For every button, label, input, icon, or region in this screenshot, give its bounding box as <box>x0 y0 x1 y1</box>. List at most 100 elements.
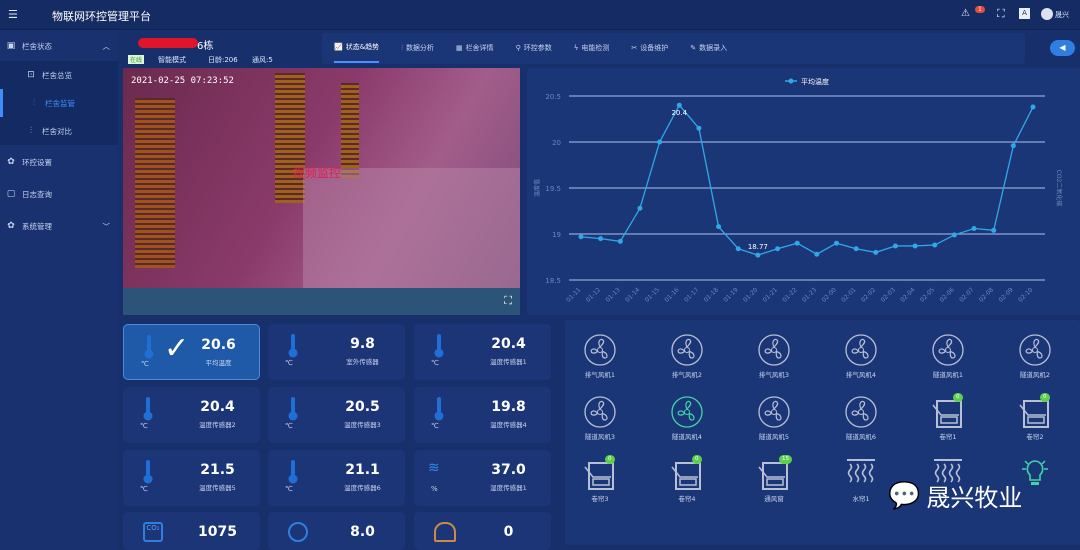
device-fan[interactable]: 隧道风机1 <box>908 333 988 379</box>
top-bar: ☰ 物联网环控管理平台 ⚠ 1 ⛶ A 晟兴 <box>0 0 1080 30</box>
data-point <box>932 242 938 248</box>
device-fan[interactable]: 隧道风机6 <box>821 395 901 441</box>
tab-2[interactable]: ▦ 栏舍详情 <box>456 33 494 63</box>
device-fan[interactable]: 排气风机3 <box>734 333 814 379</box>
sensor-card[interactable]: 0 <box>414 512 551 550</box>
device-badge: 0 <box>953 393 963 402</box>
fan-icon <box>670 333 704 367</box>
font-size-icon[interactable]: A <box>1019 8 1030 19</box>
tab-1[interactable]: ⫶ 数据分析 <box>401 33 434 63</box>
tab-label: 环控参数 <box>523 44 552 52</box>
fullscreen-icon[interactable]: ⛶ <box>504 294 512 307</box>
device-fan[interactable]: 隧道风机5 <box>734 395 814 441</box>
fan-icon <box>931 333 965 367</box>
sensor-label: 温度传感器3 <box>344 421 381 429</box>
device-curtain[interactable]: 0 卷帘1 <box>908 393 988 441</box>
data-point <box>755 252 761 258</box>
sensor-card[interactable]: ℃ 20.5 温度传感器3 <box>268 387 405 443</box>
sidebar-item-label: 栏舍总览 <box>42 70 72 80</box>
data-point <box>912 243 918 249</box>
device-fan[interactable]: 隧道风机2 <box>995 333 1075 379</box>
sensor-card[interactable]: ℃ 19.8 温度传感器4 <box>414 387 551 443</box>
sidebar-item-system[interactable]: ✿ 系统管理 ﹀ <box>0 212 118 240</box>
legend-label: 平均温度 <box>801 77 829 86</box>
sensor-value: 9.8 <box>350 336 375 352</box>
sensor-card[interactable]: ℃ 20.4 温度传感器1 <box>414 324 551 380</box>
device-curtain[interactable]: 15 通风窗 <box>734 455 814 503</box>
avatar[interactable] <box>1041 8 1053 20</box>
device-curtain[interactable]: 0 卷帘2 <box>995 393 1075 441</box>
video-controls: ⛶ <box>123 288 520 315</box>
device-panel: 排气风机1 排气风机2 排气风机3 排气风机4 隧道风机1 隧道风机2 隧道风机3 隧道风机4… <box>565 320 1080 545</box>
unit-label: ℃ <box>431 359 439 367</box>
overview-icon: ⊡ <box>27 70 35 80</box>
data-point <box>775 246 781 252</box>
device-water[interactable]: 水帘1 <box>821 457 901 503</box>
thermometer-icon <box>143 397 153 423</box>
tab-label: 数据录入 <box>699 44 728 52</box>
device-curtain[interactable]: 0 卷帘3 <box>560 455 640 503</box>
data-label: 18.77 <box>748 243 768 251</box>
sensor-value: 20.4 <box>200 399 235 415</box>
video-feed[interactable]: 2021-02-25 07:23:52 视频监控 <box>123 68 520 288</box>
house-mode: 智能模式 <box>158 56 186 64</box>
device-curtain[interactable]: 0 卷帘4 <box>647 455 727 503</box>
device-label: 卷帘2 <box>1026 433 1044 441</box>
tab-4[interactable]: ϟ 电能检测 <box>574 33 610 63</box>
device-label: 隧道风机3 <box>584 433 616 441</box>
device-fan[interactable]: 隧道风机3 <box>560 395 640 441</box>
device-label: 隧道风机2 <box>1019 371 1051 379</box>
tab-6[interactable]: ✎ 数据录入 <box>690 33 727 63</box>
tab-0[interactable]: 📈 状态&趋势 <box>334 33 380 63</box>
sidebar-item-compare[interactable]: ⫶ 栏舍对比 <box>0 117 118 145</box>
device-label: 水帘1 <box>852 495 870 503</box>
sidebar-item-house-status[interactable]: ▣ 栏舍状态 ︿ <box>0 32 118 60</box>
device-light[interactable] <box>995 457 1075 491</box>
curtain-icon: 0 <box>931 393 965 429</box>
chevron-up-icon: ︿ <box>102 41 111 51</box>
device-fan[interactable]: 隧道风机4 <box>647 395 727 441</box>
device-fan[interactable]: 排气风机4 <box>821 333 901 379</box>
sidebar-item-log[interactable]: ▢ 日志查询 <box>0 180 118 208</box>
alarm-icon[interactable]: ⚠ <box>961 8 970 19</box>
unit-label: % <box>431 485 438 493</box>
data-point <box>617 238 623 244</box>
device-fan[interactable]: 排气风机1 <box>560 333 640 379</box>
chart-icon: ⫶ <box>29 126 33 136</box>
fullscreen-icon[interactable]: ⛶ <box>997 7 1005 20</box>
sensor-card[interactable]: ℃ 21.5 温度传感器5 <box>123 450 260 506</box>
x-tick-label: 01-17 <box>683 286 700 303</box>
device-label: 隧道风机6 <box>845 433 877 441</box>
tab-3[interactable]: ⚲ 环控参数 <box>516 33 552 63</box>
sidebar-item-env-settings[interactable]: ✿ 环控设置 <box>0 148 118 176</box>
sensor-card[interactable]: ℃ 9.8 室外传感器 <box>268 324 405 380</box>
chart-icon: ⫶ <box>32 98 36 108</box>
device-water[interactable] <box>908 457 988 491</box>
sensor-card[interactable]: 8.0 <box>268 512 405 550</box>
sidebar-item-label: 环控设置 <box>22 157 52 167</box>
user-name[interactable]: 晟兴 <box>1055 11 1069 19</box>
chevron-down-icon: ﹀ <box>102 221 111 231</box>
thermometer-icon <box>434 334 444 360</box>
sensor-card[interactable]: CO₂ 1075 <box>123 512 260 550</box>
sensor-card[interactable]: ℃ 21.1 温度传感器6 <box>268 450 405 506</box>
tab-5[interactable]: ✂ 设备维护 <box>631 33 668 63</box>
sensor-card[interactable]: ℃ ✓ 20.6 平均温度 <box>123 324 260 380</box>
edit-icon: ✎ <box>690 44 697 52</box>
back-button[interactable]: ◀ <box>1050 40 1075 56</box>
x-tick-label: 01-12 <box>585 286 602 303</box>
gear-icon: ✿ <box>7 157 15 167</box>
data-point <box>853 246 859 252</box>
device-label: 卷帘3 <box>591 495 609 503</box>
sidebar-item-overview[interactable]: ⊡ 栏舍总览 <box>0 61 118 89</box>
device-badge: 15 <box>779 455 792 464</box>
sensor-card[interactable]: ℃ 20.4 温度传感器2 <box>123 387 260 443</box>
menu-toggle-icon[interactable]: ☰ <box>8 8 18 21</box>
sensor-card[interactable]: ≋ % 37.0 湿度传感器1 <box>414 450 551 506</box>
device-label: 隧道风机4 <box>671 433 703 441</box>
trend-chart-panel: 18.5 19 19.5 20 20.5 01-11 01-12 01-13 01-14 01-1… <box>527 68 1080 315</box>
sidebar-item-supervision[interactable]: ⫶ 栏舍监管 <box>0 89 118 117</box>
device-fan[interactable]: 排气风机2 <box>647 333 727 379</box>
sensor-label: 温度传感器5 <box>199 484 236 492</box>
